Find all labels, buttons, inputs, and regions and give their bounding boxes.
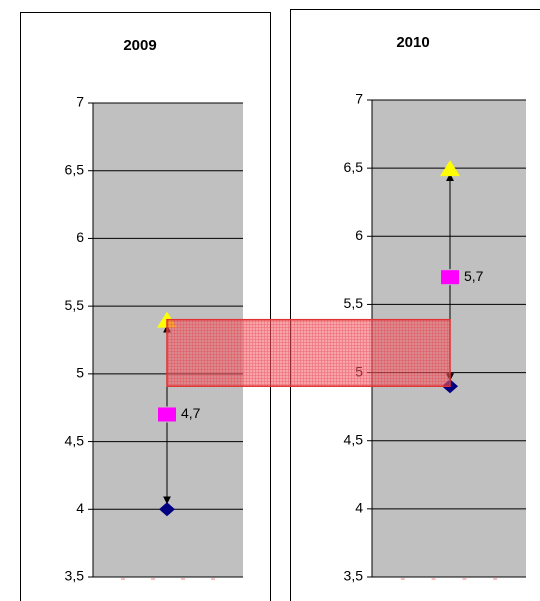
min-marker <box>159 502 175 517</box>
chart-title: 2010 <box>396 34 429 51</box>
y-tick-label: 4,5 <box>65 432 85 448</box>
y-tick-label: 4 <box>76 500 84 516</box>
y-tick-label: 4,5 <box>344 431 364 447</box>
data-label: 4,7 <box>181 405 201 421</box>
y-tick-label: 4 <box>355 500 363 516</box>
y-tick-label: 6,5 <box>344 159 364 175</box>
y-tick-label: 7 <box>355 91 363 107</box>
chart-title: 2009 <box>123 37 156 54</box>
y-tick-label: 5 <box>76 365 84 381</box>
max-marker <box>440 160 460 177</box>
mean-marker <box>158 407 176 422</box>
overlap-band <box>166 318 451 387</box>
data-label: 5,7 <box>464 268 484 284</box>
mean-marker <box>441 270 459 285</box>
y-tick-label: 3,5 <box>65 568 85 584</box>
y-tick-label: 6 <box>355 227 363 243</box>
y-tick-label: 5,5 <box>344 295 364 311</box>
y-tick-label: 5,5 <box>65 297 85 313</box>
y-tick-label: 7 <box>76 94 84 110</box>
y-tick-label: 3,5 <box>344 568 364 584</box>
y-tick-label: 6 <box>76 229 84 245</box>
y-tick-label: 6,5 <box>65 161 85 177</box>
